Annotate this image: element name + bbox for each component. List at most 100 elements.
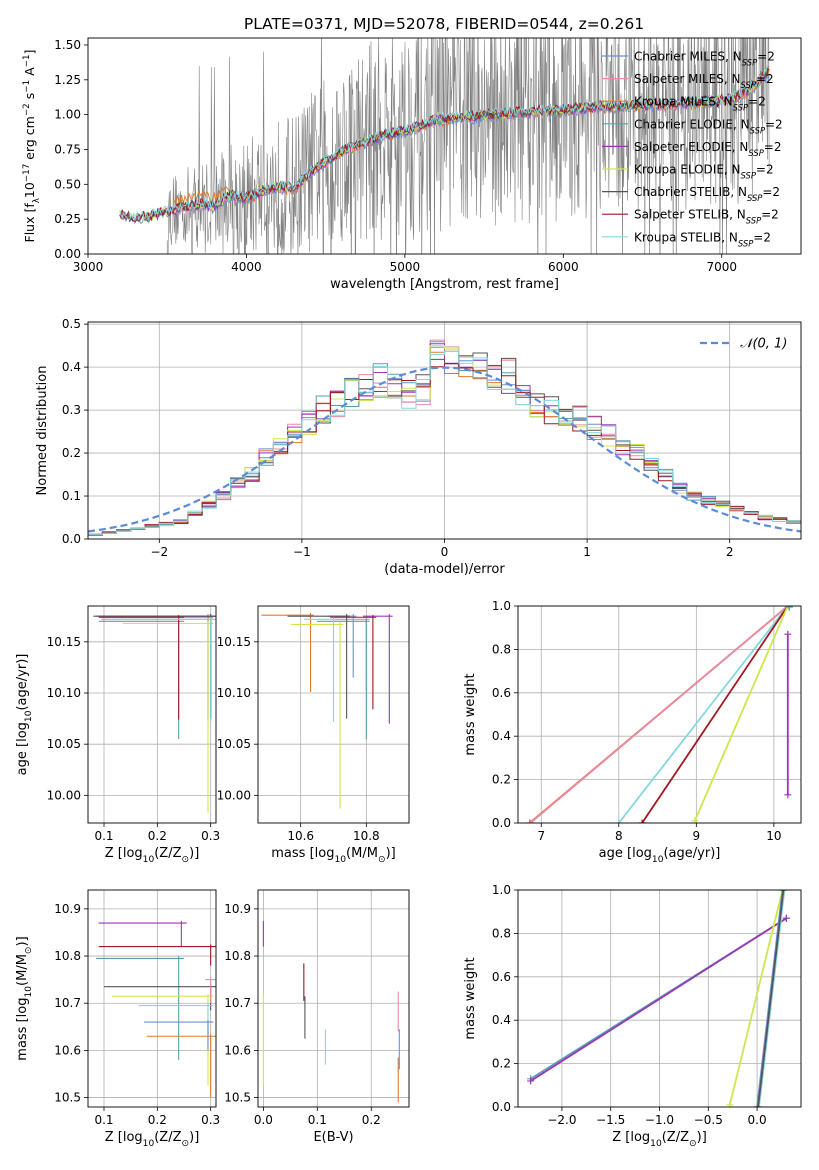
spectrum-data-line: [166, 38, 770, 254]
residuals-xlabel: (data-model)/error: [384, 562, 505, 577]
weight_vs_age-ytick-label: 1.0: [492, 599, 511, 613]
age_vs_Z-xtick-label: 0.1: [94, 829, 113, 843]
spectrum-legend-label: Kroupa MILES, NSSP=2: [634, 95, 766, 113]
residuals-ytick-label: 0.5: [62, 317, 81, 331]
spectrum-ytick-label: 0.75: [54, 142, 81, 156]
residuals-ytick-label: 0.2: [62, 446, 81, 460]
weight_vs_age-xlabel: age [log10(age/yr)]: [599, 846, 721, 865]
weight_vs_age-xtick-label: 10: [766, 829, 781, 843]
weight_vs_Z-ytick-label: 0.2: [492, 1057, 511, 1071]
spectrum-plot-area: [119, 38, 770, 254]
spectrum-legend-label: Chabrier STELIB, NSSP=2: [634, 185, 780, 203]
weight_vs_age-panel: 7 8 9 10 0.0 0.2 0.4 0.6 0.8 1.0 age [log10(age/yr…: [463, 599, 802, 865]
age_vs_mass-ytick-label: 10.05: [217, 737, 251, 751]
weight_vs_Z-ytick-label: 1.0: [492, 883, 511, 897]
residuals-legend: 𝒩(0, 1): [700, 337, 787, 352]
spectrum-legend-label: Salpeter STELIB, NSSP=2: [634, 208, 779, 226]
age_vs_Z-xtick-label: 0.3: [201, 829, 220, 843]
mass_vs_EBV-xlabel: E(B-V): [313, 1130, 353, 1145]
weight_vs_Z-marker-kroupa_elodie: [726, 1101, 734, 1107]
mass_vs_Z-ytick-label: 10.5: [54, 1091, 81, 1105]
weight_vs_Z-panel: −2.0 −1.5 −1.0 −0.5 0.0 0.0 0.2 0.4 0.6 0.8 1.0 Z […: [463, 883, 802, 1149]
spectrum-ytick-label: 1.25: [54, 73, 81, 87]
age_vs_mass-xtick-label: 10.8: [353, 829, 380, 843]
residuals-normal-curve: [88, 366, 801, 533]
mass_vs_EBV-grid: [258, 890, 409, 1107]
weight_vs_age-line-kroupa_elodie: [693, 606, 789, 822]
residuals-legend-label: 𝒩(0, 1): [740, 337, 787, 352]
mass_vs_EBV-panel: 0.0 0.1 0.2 10.5 10.6 10.7 10.8 10.9 E(B-V): [224, 889, 410, 1145]
mass_vs_EBV-xtick-label: 0.2: [362, 1113, 381, 1127]
weight_vs_Z-marker-chabrier_stelib: [779, 890, 787, 894]
residuals-xtick-label: −1: [293, 545, 311, 559]
weight_vs_Z-line-chabrier_miles: [756, 890, 784, 1107]
age_vs_mass-xlabel: mass [log10(M/M⊙)]: [271, 846, 395, 865]
age_vs_Z-ytick-label: 10.15: [47, 635, 81, 649]
weight_vs_age-marker-kroupa_elodie: [784, 606, 792, 610]
spectrum-ylabel: Flux [fλ10−17 erg cm−2 s−1 A−1]: [22, 50, 42, 243]
mass_vs_Z-ytick-label: 10.7: [54, 996, 81, 1010]
weight_vs_age-marker-kroupa_stelib: [615, 819, 623, 823]
weight_vs_age-ytick-label: 0.8: [492, 642, 511, 656]
spectrum-legend-label: Chabrier ELODIE, NSSP=2: [634, 117, 783, 135]
spectrum-legend-label: Salpeter ELODIE, NSSP=2: [634, 140, 782, 158]
weight_vs_age-ytick-label: 0.2: [492, 773, 511, 787]
spectrum-ytick-label: 1.00: [54, 108, 81, 122]
mass_vs_Z-panel: 0.1 0.2 0.3 10.5 10.6 10.7 10.8 10.9 Z [log10(Z/…: [15, 889, 220, 1149]
age_vs_Z-panel: 0.1 0.2 0.3 10.00 10.05 10.10 10.15 Z [log10(Z/…: [15, 605, 220, 865]
weight_vs_Z-ylabel: mass weight: [463, 957, 478, 1039]
weight_vs_Z-marker-kroupa_stelib: [780, 890, 788, 894]
age_vs_mass-ytick-label: 10.15: [217, 635, 251, 649]
residuals-hist-kroupa_stelib: [88, 350, 801, 539]
weight_vs_age-ytick-label: 0.4: [492, 729, 511, 743]
age_vs_Z-plot-area: [93, 614, 216, 813]
weight_vs_Z-xlabel: Z [log10(Z/Z⊙)]: [612, 1130, 707, 1149]
mass_vs_Z-grid: [88, 890, 216, 1107]
weight_vs_Z-frame: [517, 889, 802, 1108]
spectrum-ytick-label: 0.50: [54, 177, 81, 191]
mass_vs_Z-xtick-label: 0.2: [148, 1113, 167, 1127]
weight_vs_age-line-salpeter_miles: [529, 606, 789, 823]
weight_vs_age-plot-area: [526, 606, 793, 823]
residuals-ytick-label: 0.3: [62, 403, 81, 417]
age_vs_mass-xtick-label: 10.6: [287, 829, 314, 843]
residuals-ytick-label: 0.4: [62, 360, 81, 374]
spectrum-model-salpeter_stelib: [119, 66, 770, 222]
spectrum-ytick-label: 1.50: [54, 38, 81, 52]
residuals-xtick-label: 1: [583, 545, 591, 559]
weight_vs_age-marker-kroupa_miles: [526, 819, 534, 823]
weight_vs_age-xtick-label: 8: [615, 829, 623, 843]
residuals-ytick-label: 0.0: [62, 532, 81, 546]
weight_vs_Z-ticks: −2.0 −1.5 −1.0 −0.5 0.0 0.0 0.2 0.4 0.6 0.8 1.0: [492, 883, 767, 1127]
weight_vs_age-marker-kroupa_elodie: [691, 817, 699, 823]
residuals-ylabel: Normed distribution: [35, 366, 50, 496]
weight_vs_Z-xtick-label: −2.0: [547, 1113, 576, 1127]
weight_vs_age-xtick-label: 9: [693, 829, 701, 843]
weight_vs_Z-line-kroupa_elodie: [728, 890, 784, 1106]
weight_vs_Z-ytick-label: 0.6: [492, 970, 511, 984]
mass_vs_EBV-ytick-label: 10.5: [224, 1091, 251, 1105]
mass_vs_Z-frame: [87, 889, 217, 1108]
age_vs_mass-ticks: 10.6 10.8 10.00 10.05 10.10 10.15: [217, 635, 380, 843]
spectrum-xtick-label: 7000: [707, 260, 738, 274]
spectrum-ytick-label: 0.00: [54, 247, 81, 261]
age_vs_Z-xtick-label: 0.2: [148, 829, 167, 843]
residuals-xtick-label: −2: [150, 545, 168, 559]
age_vs_Z-xlabel: Z [log10(Z/Z⊙)]: [105, 846, 200, 865]
spectrum-panel: 3000 4000 5000 6000 7000 0.00 0.25 0.50 0.75 1.00…: [22, 37, 802, 292]
mass_vs_Z-ticks: 0.1 0.2 0.3 10.5 10.6 10.7 10.8 10.9: [54, 902, 220, 1127]
spectrum-ytick-label: 0.25: [54, 212, 81, 226]
weight_vs_Z-marker-salpeter_elodie: [782, 914, 790, 922]
weight_vs_Z-marker-chabrier_stelib: [754, 1103, 762, 1107]
mass_vs_EBV-frame: [257, 889, 410, 1108]
weight_vs_age-ytick-label: 0.6: [492, 686, 511, 700]
mass_vs_Z-ytick-label: 10.6: [54, 1043, 81, 1057]
residuals-ytick-label: 0.1: [62, 489, 81, 503]
mass_vs_Z-xlabel: Z [log10(Z/Z⊙)]: [105, 1130, 200, 1149]
spectrum-legend: Chabrier MILES, NSSP=2 Salpeter MILES, NS…: [602, 50, 783, 248]
mass_vs_EBV-plot-area: [262, 920, 400, 1103]
age_vs_mass-plot-area: [261, 613, 393, 809]
weight_vs_Z-xtick-label: −1.5: [596, 1113, 625, 1127]
mass_vs_Z-ytick-label: 10.9: [54, 902, 81, 916]
weight_vs_Z-xtick-label: −1.0: [645, 1113, 674, 1127]
